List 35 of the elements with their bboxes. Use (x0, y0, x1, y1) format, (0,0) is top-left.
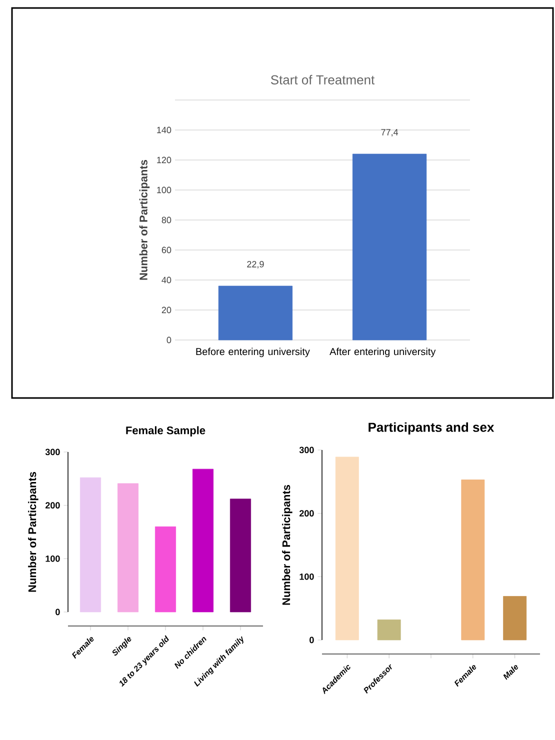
y-tick-label: 100 (157, 186, 172, 194)
y-tick-label: 0 (310, 636, 314, 644)
y-tick-label: 0 (166, 336, 172, 344)
bar (117, 483, 139, 612)
chart-title: Female Sample (126, 426, 206, 436)
y-tick-label: 80 (162, 216, 172, 224)
y-tick-label: 100 (46, 555, 60, 562)
y-tick-label: 140 (157, 126, 172, 134)
bar (335, 456, 359, 640)
y-tick-label: 300 (45, 448, 60, 456)
chart-title: Participants and sex (368, 422, 494, 434)
bar (377, 620, 401, 640)
bar (192, 468, 214, 612)
y-tick-label: 200 (300, 510, 314, 517)
y-tick-label: 20 (162, 306, 172, 314)
y-axis-title: Number of Participants (139, 160, 150, 280)
bar (230, 498, 252, 612)
annotation: 22,9 (247, 261, 264, 268)
y-tick-label: 200 (45, 502, 60, 509)
bar (461, 480, 485, 640)
y-axis-title: Number of Participants (282, 484, 292, 605)
x-tick-label: After entering university (330, 348, 436, 358)
y-tick-label: 60 (162, 246, 172, 254)
chart-title: Start of Treatment (270, 74, 375, 84)
y-tick-label: 100 (300, 573, 314, 580)
bar (80, 477, 102, 612)
annotation: 77,4 (381, 129, 398, 136)
x-tick-label: Before entering university (196, 348, 310, 358)
y-tick-label: 120 (157, 156, 172, 164)
y-axis-title: Number of Participants (28, 472, 38, 592)
bar (154, 526, 176, 612)
y-tick-label: 300 (299, 446, 314, 454)
y-tick-label: 0 (56, 608, 60, 616)
bar (503, 596, 527, 640)
y-tick-label: 40 (162, 276, 172, 284)
